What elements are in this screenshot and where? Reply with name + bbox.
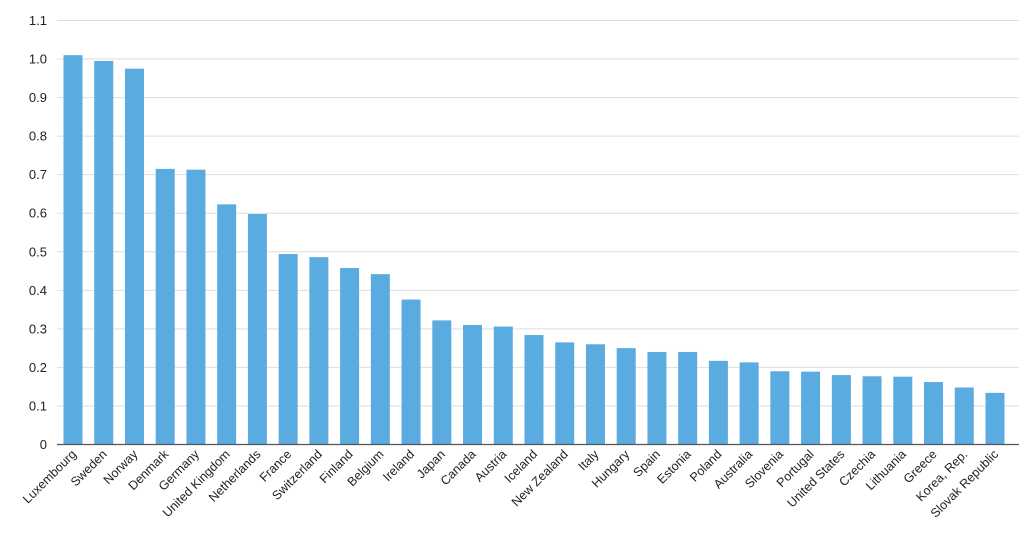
y-tick-label: 0.9 xyxy=(29,90,47,105)
bar xyxy=(831,375,851,445)
bars xyxy=(63,55,1005,445)
bar xyxy=(585,344,605,445)
x-tick-label: Italy xyxy=(575,447,602,474)
bar xyxy=(247,213,267,445)
x-axis-tick-labels: LuxembourgSwedenNorwayDenmarkGermanyUnit… xyxy=(20,447,1001,521)
bar xyxy=(862,376,882,445)
bar xyxy=(555,342,575,445)
bar xyxy=(94,60,114,445)
bar xyxy=(708,360,728,445)
y-tick-label: 0 xyxy=(40,437,47,452)
bar xyxy=(63,55,83,445)
bar xyxy=(647,351,667,445)
bar xyxy=(616,348,636,445)
bar xyxy=(278,254,298,445)
bar xyxy=(493,326,513,445)
bar xyxy=(186,169,206,445)
bar xyxy=(463,325,483,445)
bar xyxy=(432,320,452,445)
bar xyxy=(401,299,421,445)
bar xyxy=(309,257,329,445)
bar xyxy=(124,68,144,445)
bar xyxy=(370,274,390,445)
y-tick-label: 0.2 xyxy=(29,360,47,375)
y-tick-label: 0.3 xyxy=(29,321,47,336)
bar xyxy=(524,335,544,445)
y-tick-label: 0.4 xyxy=(29,283,47,298)
y-tick-label: 0.7 xyxy=(29,167,47,182)
x-tick-label: Ireland xyxy=(380,447,417,484)
x-tick-label: Estonia xyxy=(654,447,693,486)
bar xyxy=(340,267,360,445)
bar xyxy=(954,387,974,445)
bar xyxy=(217,204,237,445)
bar xyxy=(893,376,913,445)
y-tick-label: 1.0 xyxy=(29,52,47,67)
y-tick-label: 0.8 xyxy=(29,129,47,144)
bar xyxy=(739,362,759,445)
bar xyxy=(678,351,698,445)
y-tick-label: 1.1 xyxy=(29,13,47,28)
bar xyxy=(770,371,790,445)
y-tick-label: 0.6 xyxy=(29,206,47,221)
y-tick-label: 0.5 xyxy=(29,244,47,259)
y-axis-tick-labels: 0 0.1 0.2 0.3 0.4 0.5 0.6 0.7 0.8 0.9 1.0 1.1 xyxy=(29,13,47,452)
bar xyxy=(985,392,1005,445)
bar xyxy=(924,382,944,445)
bar xyxy=(155,168,175,445)
y-tick-label: 0.1 xyxy=(29,398,47,413)
bar xyxy=(801,371,821,445)
